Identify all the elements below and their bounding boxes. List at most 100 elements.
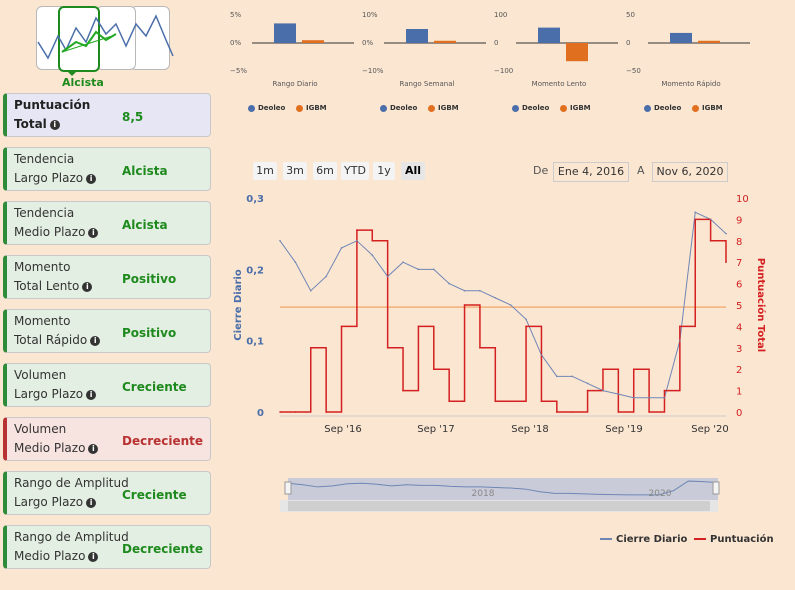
- mini-legend-igbm[interactable]: IGBM: [296, 104, 327, 112]
- range-button-1y[interactable]: 1y: [373, 162, 395, 180]
- mini-legend-igbm[interactable]: IGBM: [428, 104, 459, 112]
- range-button-1m[interactable]: 1m: [253, 162, 277, 180]
- info-icon[interactable]: i: [86, 497, 97, 508]
- score-point: [632, 368, 635, 370]
- mini-bar-igbm: [434, 40, 456, 43]
- info-icon[interactable]: i: [90, 335, 101, 346]
- score-point: [509, 400, 512, 403]
- y2-tick-label: 2: [736, 365, 742, 376]
- mini-legend-deoleo[interactable]: Deoleo: [512, 104, 549, 112]
- close-point: [340, 247, 343, 249]
- mini-tick-top: 10%: [362, 11, 378, 19]
- card-value: Positivo: [122, 272, 177, 286]
- card-title: Tendencia: [14, 206, 75, 220]
- card-title: Puntuación: [14, 98, 91, 112]
- info-icon[interactable]: i: [86, 389, 97, 400]
- indicator-card-7[interactable]: Rango de Amplitud Largo Plazo i Creciente: [3, 471, 211, 515]
- indicator-card-0[interactable]: Puntuación Total i 8,5: [3, 93, 211, 137]
- mini-xlabel: Rango Diario: [272, 80, 318, 88]
- mini-tick-mid: 0: [626, 39, 631, 47]
- y2-tick-label: 0: [736, 408, 742, 419]
- legend-close-label: Cierre Diario: [616, 534, 688, 545]
- close-point: [371, 254, 374, 256]
- legend-close[interactable]: Cierre Diario: [600, 534, 687, 545]
- y2-tick-label: 9: [736, 215, 742, 226]
- legend-score[interactable]: Puntuación: [694, 534, 774, 545]
- mini-bar-igbm: [566, 43, 588, 62]
- info-icon[interactable]: i: [49, 119, 60, 130]
- score-series-line: [280, 218, 727, 413]
- date-to-input[interactable]: Nov 6, 2020: [652, 162, 728, 182]
- close-point: [432, 268, 435, 271]
- range-button-6m[interactable]: 6m: [313, 162, 337, 180]
- mini-chart-3: 50 0 −50 Momento Rápido Deoleo IGBM: [626, 8, 756, 116]
- mini-legend-deoleo[interactable]: Deoleo: [248, 104, 285, 112]
- trend-label: Alcista: [62, 76, 104, 89]
- info-icon[interactable]: i: [88, 551, 99, 562]
- mini-chart-svg: [516, 27, 618, 62]
- info-icon[interactable]: i: [88, 443, 99, 454]
- y2-tick-label: 1: [736, 387, 742, 398]
- score-point: [679, 325, 681, 328]
- indicator-card-4[interactable]: Momento Total Rápido i Positivo: [3, 309, 211, 353]
- info-icon[interactable]: i: [88, 227, 99, 238]
- mini-legend-deoleo[interactable]: Deoleo: [380, 104, 417, 112]
- info-icon[interactable]: i: [82, 281, 93, 292]
- y-tick-label: 0,1: [246, 337, 264, 348]
- mini-legend-deoleo[interactable]: Deoleo: [644, 104, 681, 112]
- trend-sparkline-icon: [37, 14, 174, 60]
- mini-chart-1: 10% 0% −10% Rango Semanal Deoleo IGBM: [362, 8, 492, 116]
- close-point: [509, 304, 512, 306]
- x-tick-label: Sep '19: [605, 424, 643, 435]
- range-button-3m[interactable]: 3m: [283, 162, 307, 180]
- y-tick-label: 0,2: [246, 265, 264, 276]
- indicator-card-2[interactable]: Tendencia Medio Plazo i Alcista: [3, 201, 211, 245]
- x-tick-label: Sep '20: [691, 424, 729, 435]
- y2-axis-title: Puntuación Total: [755, 258, 767, 352]
- indicator-card-6[interactable]: Volumen Medio Plazo i Decreciente: [3, 417, 211, 461]
- card-subtitle: Total Lento i: [14, 279, 93, 293]
- close-point: [448, 282, 450, 285]
- score-point: [432, 368, 435, 370]
- indicator-card-1[interactable]: Tendencia Largo Plazo i Alcista: [3, 147, 211, 191]
- card-subtitle: Medio Plazo i: [14, 549, 99, 563]
- close-point: [540, 354, 543, 356]
- mini-bar-igbm: [698, 40, 720, 43]
- score-point: [556, 411, 558, 413]
- trend-indicator: [36, 6, 174, 72]
- trend-card-active: [58, 6, 100, 72]
- y2-tick-label: 10: [736, 194, 749, 205]
- mini-xlabel: Momento Lento: [531, 80, 587, 88]
- info-icon[interactable]: i: [86, 173, 97, 184]
- score-point: [540, 400, 543, 403]
- legend-dot: [644, 104, 651, 112]
- indicator-card-3[interactable]: Momento Total Lento i Positivo: [3, 255, 211, 299]
- score-point: [386, 347, 389, 349]
- x-tick-label: Sep '16: [324, 424, 362, 435]
- date-from-input[interactable]: Ene 4, 2016: [553, 162, 629, 182]
- indicator-card-5[interactable]: Volumen Largo Plazo i Creciente: [3, 363, 211, 407]
- mini-chart-0: 5% 0% −5% Rango Diario Deoleo IGBM: [230, 8, 360, 116]
- card-value: Decreciente: [122, 542, 204, 556]
- mini-bar-igbm: [302, 40, 324, 43]
- mini-chart-svg: [384, 29, 486, 44]
- mini-chart-svg: [252, 23, 354, 44]
- close-point: [402, 261, 404, 263]
- score-point: [586, 389, 589, 392]
- legend-dot: [380, 104, 387, 112]
- x-tick-label: Sep '17: [417, 424, 455, 435]
- card-value: Alcista: [122, 164, 168, 178]
- mini-legend-igbm[interactable]: IGBM: [560, 104, 591, 112]
- mini-tick-bottom: −50: [626, 67, 641, 75]
- score-point: [402, 389, 404, 392]
- score-point: [463, 304, 466, 306]
- range-button-ytd[interactable]: YTD: [341, 162, 369, 180]
- close-point: [279, 240, 281, 242]
- mini-tick-top: 50: [626, 11, 635, 19]
- indicator-card-8[interactable]: Rango de Amplitud Medio Plazo i Decreciente: [3, 525, 211, 569]
- range-button-all[interactable]: All: [401, 162, 425, 180]
- date-from-label: De: [533, 164, 549, 177]
- card-title: Volumen: [14, 422, 67, 436]
- y2-tick-label: 7: [736, 258, 742, 269]
- mini-legend-igbm[interactable]: IGBM: [692, 104, 723, 112]
